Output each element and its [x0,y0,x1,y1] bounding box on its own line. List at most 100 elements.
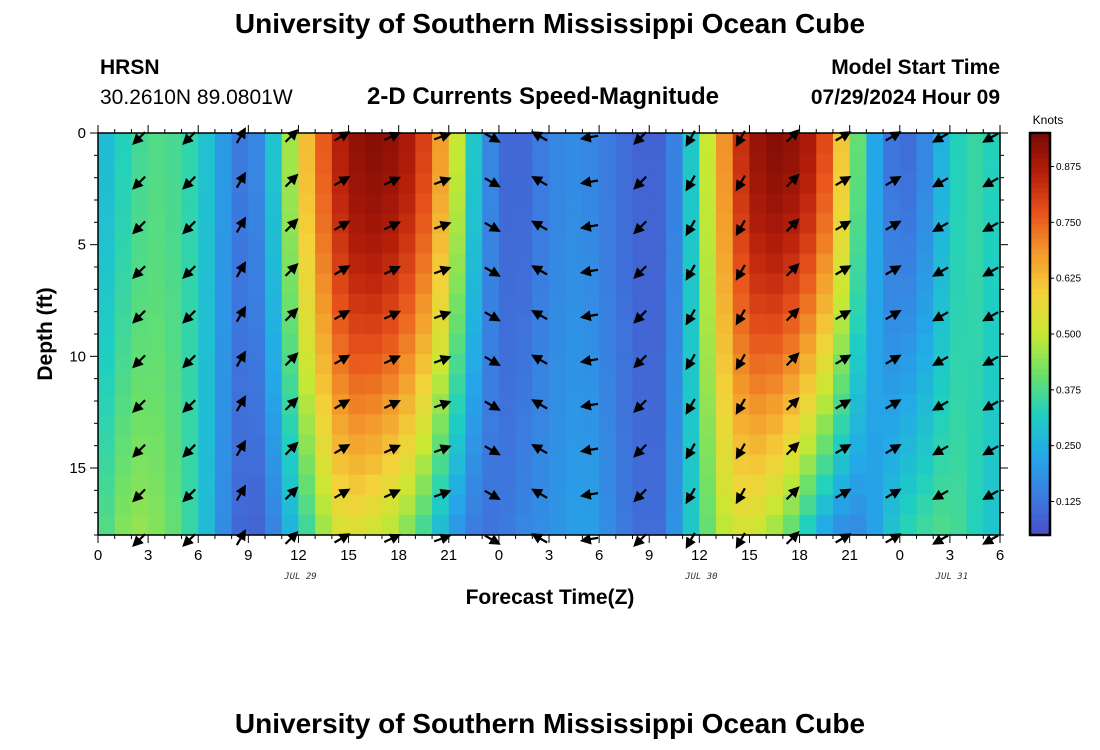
heatmap-cell [816,193,834,214]
heatmap-cell [164,434,183,456]
heatmap-cell [214,233,233,255]
colorbar-segment [1030,394,1050,400]
heatmap-cell [732,193,751,214]
colorbar-segment [1030,178,1050,184]
heatmap-cell [248,474,266,496]
heatmap-cell [348,253,366,275]
heatmap-cell [582,514,600,536]
heatmap-cell [716,414,734,436]
heatmap-cell [281,233,300,255]
current-vector [633,265,647,279]
current-vector [333,488,351,499]
current-vector [182,488,196,503]
heatmap-cell [482,233,500,255]
current-vector [931,400,949,411]
colorbar-segment [1030,409,1050,416]
heatmap-cell [482,334,500,355]
heatmap-cell [148,494,166,516]
x-tick-label: 6 [194,547,202,564]
heatmap-cell [498,193,517,214]
current-vector [579,488,599,500]
heatmap-cell [582,153,600,174]
heatmap-cell [415,474,433,496]
colorbar-segment [1030,419,1050,426]
heatmap-cell [582,293,600,315]
heatmap-cell [164,354,183,375]
heatmap-cell [649,233,667,255]
heatmap-cell [883,173,901,194]
heatmap-cell [131,494,149,516]
heatmap-cell [849,514,867,536]
current-vector [182,175,196,190]
current-vector [235,216,247,233]
heatmap-cell [766,454,784,476]
heatmap-cell [949,434,968,456]
heatmap-cell [732,213,751,235]
heatmap-cell [148,414,166,436]
colorbar-segment [1030,509,1050,516]
heatmap-cell [632,514,650,536]
heatmap-cell [214,153,233,174]
current-vector [885,488,902,499]
heatmap-cell [849,293,867,315]
heatmap-cell [749,253,767,275]
heatmap-cell [114,434,132,456]
heatmap-cell [214,193,233,214]
heatmap-cell [866,173,884,194]
heatmap-cell [131,173,149,194]
colorbar-segment [1030,414,1050,421]
heatmap-cell [148,193,166,214]
heatmap-cell [465,173,483,194]
heatmap-cell [465,434,483,456]
heatmap-cell [799,514,817,536]
colorbar-segment [1030,479,1050,486]
heatmap-cell [181,494,199,516]
heatmap-cell [465,394,483,415]
heatmap-cell [432,293,450,315]
heatmap-cell [732,434,751,456]
heatmap-cell [315,354,333,375]
colorbar-segment [1030,153,1050,159]
heatmap-cell [699,273,717,295]
current-vector [484,445,501,456]
heatmap-cell [983,374,1001,395]
colorbar-segment [1030,293,1050,300]
heatmap-cell [164,273,183,295]
current-vector [235,261,246,278]
current-vector [484,400,501,411]
colorbar-segment [1030,188,1050,194]
heatmap-cell [248,334,266,355]
current-vector [132,220,146,235]
heatmap-cell [883,334,901,355]
colorbar-segment [1030,223,1050,230]
colorbar-segment [1030,288,1050,295]
heatmap-cell [448,394,467,415]
heatmap-cell [766,494,784,516]
heatmap-cell [832,313,851,335]
heatmap-cell [465,494,483,516]
y-tick-label: 10 [69,348,86,365]
current-vector [931,266,949,277]
colorbar-segment [1030,484,1050,491]
heatmap-cell [966,394,984,415]
heatmap-cell [281,273,300,295]
x-tick-label: 6 [595,547,603,564]
heatmap-cell [933,474,951,496]
current-vector [235,395,246,412]
current-vector [785,397,800,411]
heatmap-cell [749,514,767,536]
current-vector [835,265,852,276]
current-vector [182,354,196,369]
heatmap-cell [381,313,400,335]
heatmap-cell [883,374,901,395]
heatmap-cell [265,354,283,375]
heatmap-cell [599,293,617,315]
heatmap-cell [265,133,283,154]
heatmap-cell [265,494,283,516]
heatmap-cell [649,334,667,355]
current-vector [383,355,401,366]
heatmap-cell [281,414,300,436]
heatmap-cell [98,434,116,456]
heatmap-cell [749,313,767,335]
heatmap-cell [949,334,968,355]
